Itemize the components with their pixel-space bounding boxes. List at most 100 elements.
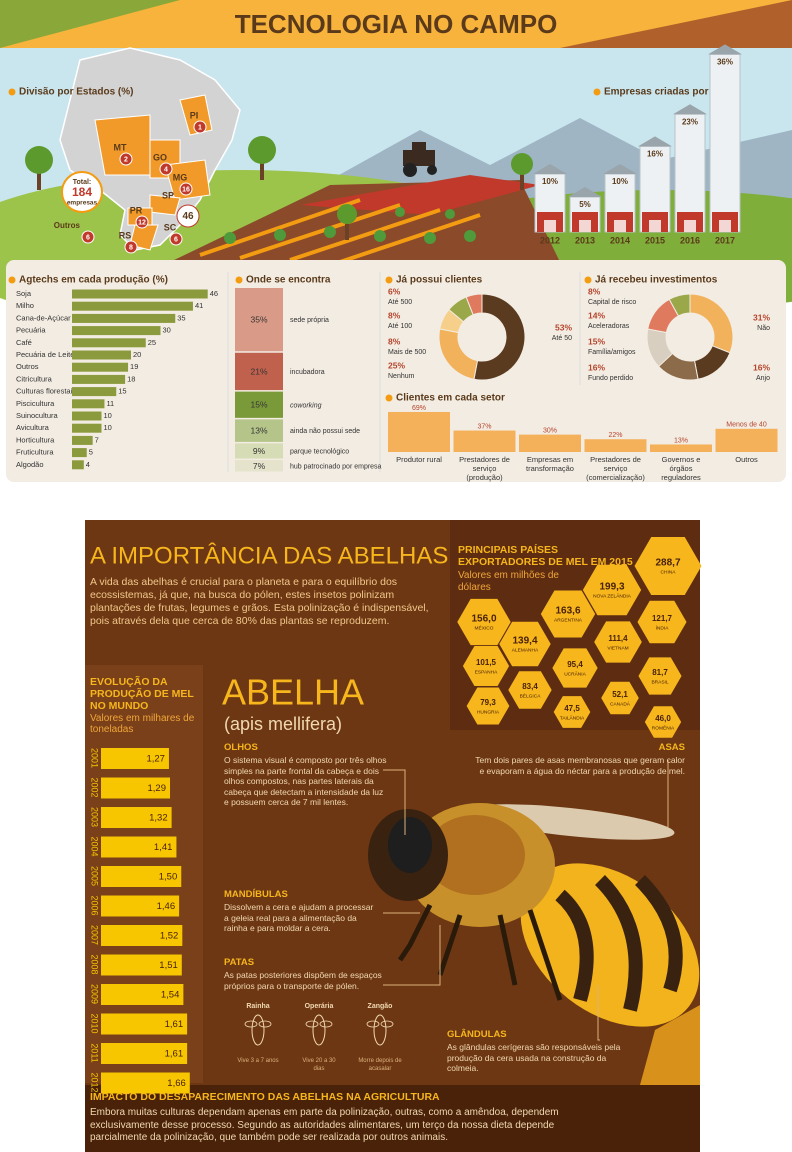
bullet	[8, 88, 16, 96]
silo-value: 10%	[542, 177, 558, 186]
part-text: Dissolvem a cera e ajudam a processar a …	[224, 902, 374, 933]
block-label: ainda não possui sede	[290, 428, 360, 435]
bar-value: 1,27	[146, 754, 165, 765]
state-value: 8	[129, 244, 133, 251]
block-label: parque tecnológico	[290, 449, 349, 456]
bar	[101, 895, 180, 917]
donut-value: 14%	[588, 310, 605, 320]
bar-value: 11	[106, 399, 114, 408]
donut-value: 8%	[388, 336, 401, 346]
hex-value: 156,0	[471, 614, 496, 625]
caste-wing	[319, 1020, 333, 1028]
donut-label: Anjo	[756, 375, 770, 382]
caste-text: Vive 3 a 7 anos	[237, 1058, 279, 1064]
block-value: 7%	[253, 461, 266, 471]
bar-value: 1,29	[148, 783, 167, 794]
exporters-title: PRINCIPAIS PAÍSES EXPORTADORES DE MEL EM…	[458, 544, 633, 568]
silo	[709, 53, 741, 233]
block-label: hub patrocinado por empresa	[290, 463, 382, 470]
production-subtitle: Valores em milhares de toneladas	[90, 713, 195, 735]
hexagon	[634, 536, 702, 596]
hex-label: UCRÂNIA	[564, 670, 586, 677]
hex-label: ROMÊNIA	[652, 723, 675, 731]
year-label: 2011	[90, 1043, 100, 1062]
hex-label: ARGENTINA	[554, 617, 583, 623]
hexagon	[644, 706, 682, 738]
donut-value: 53%	[555, 322, 572, 332]
caste-wing	[305, 1020, 319, 1028]
shape	[560, 0, 792, 48]
exporters-subtitle: Valores em milhões de dólares	[458, 570, 559, 593]
donut-label: Até 100	[388, 323, 412, 330]
bar	[72, 301, 193, 311]
state-label: SP	[162, 190, 174, 200]
hexagon	[582, 564, 642, 616]
caste-wing	[258, 1020, 272, 1028]
year-label: 2012	[540, 235, 560, 245]
hexagon	[552, 648, 598, 688]
caste-text: Vive 20 a 30 dias	[302, 1058, 336, 1072]
caste-wing	[366, 1020, 380, 1028]
silo-value: 5%	[579, 200, 591, 209]
state-label: PR	[130, 205, 143, 215]
state-marker	[193, 120, 207, 134]
bar-value: 69%	[412, 405, 426, 412]
state-value: 2	[124, 156, 128, 163]
bullet	[584, 276, 592, 284]
bar-value: 25	[148, 338, 156, 347]
year-label: 2004	[90, 836, 100, 856]
bee-scientific: (apis mellifera)	[224, 714, 342, 734]
hexagon	[637, 600, 687, 644]
category-label: Milho	[16, 301, 34, 310]
shape	[274, 229, 286, 241]
donut-label: Família/amigos	[588, 349, 636, 356]
bar	[72, 338, 146, 348]
hex-value: 47,5	[564, 704, 580, 713]
shape	[403, 163, 417, 177]
silo-value: 23%	[682, 117, 698, 126]
shape	[345, 215, 349, 240]
bar	[72, 374, 126, 384]
hexagon	[466, 687, 510, 725]
part-text: Tem dois pares de asas membranosas que g…	[475, 755, 685, 776]
bar	[584, 439, 647, 452]
bar-value: 18	[127, 374, 135, 383]
bar	[101, 807, 172, 828]
hex-label: CHINA	[661, 569, 677, 575]
map-state	[164, 159, 211, 201]
bar	[101, 1072, 190, 1094]
stack-block	[235, 352, 283, 391]
bar	[72, 448, 87, 458]
bar-value: 13%	[674, 437, 688, 444]
year-label: 2001	[90, 748, 100, 768]
impact-bg	[85, 1085, 700, 1152]
total-label: Total:	[73, 179, 92, 186]
donut-label: Não	[757, 325, 770, 332]
hexagon	[601, 681, 639, 715]
hex-label: HUNGRIA	[477, 709, 500, 715]
donut-label: Até 50	[552, 335, 572, 342]
bar	[72, 411, 102, 421]
shape	[464, 230, 476, 242]
banner	[0, 0, 792, 48]
barn-door	[684, 220, 696, 232]
state-value: 12	[138, 219, 146, 226]
hex-value: 81,7	[652, 668, 668, 677]
year-label: 2010	[90, 1013, 100, 1033]
donut-segment	[465, 293, 483, 316]
bullet	[235, 276, 243, 284]
bullet	[8, 276, 16, 284]
category-label: Culturas florestais	[16, 387, 76, 396]
hexagon	[462, 645, 510, 687]
section-title: Agtechs em cada produção (%)	[19, 275, 168, 286]
donut-segment	[668, 293, 691, 317]
bar-value: 37%	[477, 423, 491, 430]
total-badge	[61, 171, 103, 213]
shape	[425, 815, 525, 895]
bar	[650, 444, 712, 452]
bar-value: 1,54	[161, 990, 180, 1001]
shape	[597, 985, 600, 1041]
category-label: Café	[16, 338, 32, 347]
state-value: 4	[164, 166, 168, 173]
silo-roof	[533, 164, 567, 174]
